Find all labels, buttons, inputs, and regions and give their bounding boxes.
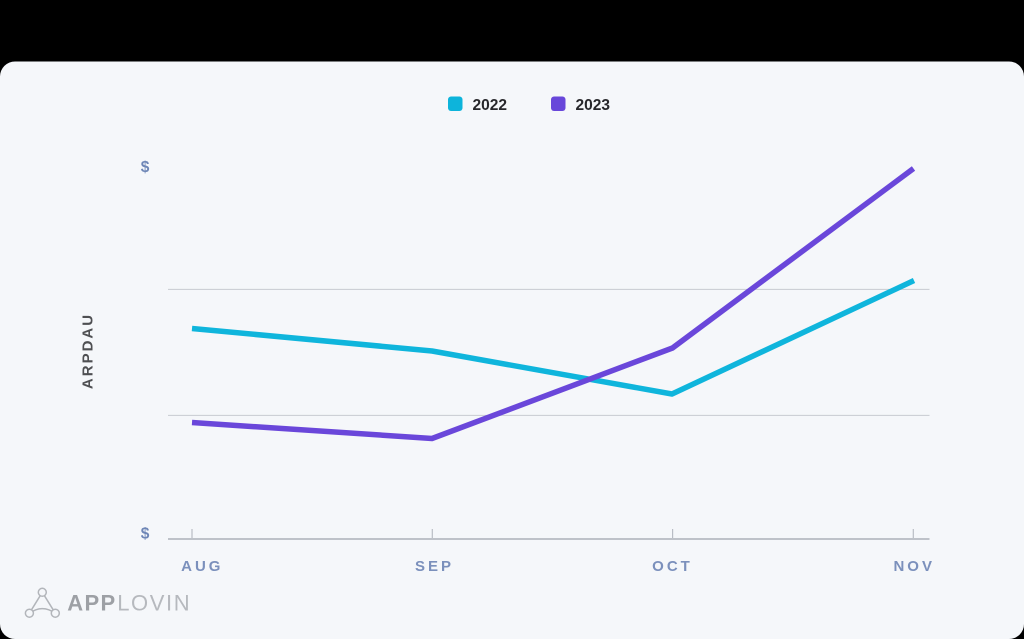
svg-text:2023: 2023 [576,97,611,114]
svg-text:LOVIN: LOVIN [117,590,191,615]
svg-text:2022: 2022 [473,97,507,114]
svg-text:NOV: NOV [893,558,935,575]
svg-text:$: $ [141,159,150,176]
svg-text:OCT: OCT [652,558,693,575]
svg-text:$: $ [141,525,150,542]
svg-text:SEP: SEP [415,558,454,575]
svg-text:ARPDAU: ARPDAU [80,313,97,389]
svg-text:APP: APP [67,590,116,615]
svg-text:AUG: AUG [181,558,223,575]
